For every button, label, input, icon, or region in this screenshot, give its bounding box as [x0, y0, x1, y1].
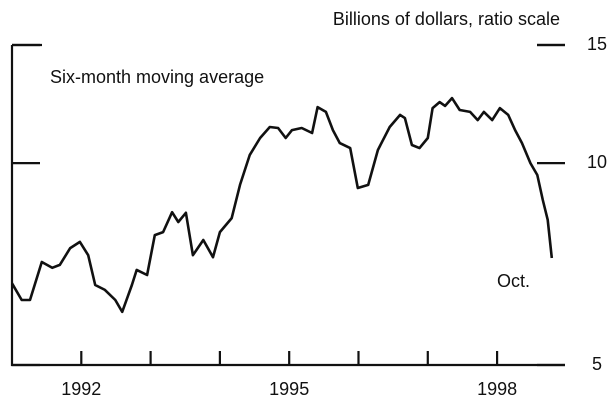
y-tick-label: 10 [587, 152, 607, 172]
x-tick-label: 1998 [477, 379, 517, 399]
y-tick-label: 15 [587, 34, 607, 54]
x-tick-label: 1992 [61, 379, 101, 399]
y-tick-label: 5 [592, 354, 602, 374]
axis-frame [10, 43, 565, 367]
x-tick-label: 1995 [269, 379, 309, 399]
chart-subtitle: Billions of dollars, ratio scale [333, 9, 560, 29]
annotation: Oct. [497, 271, 530, 291]
annotation: Six-month moving average [50, 67, 264, 87]
data-line [10, 96, 554, 314]
